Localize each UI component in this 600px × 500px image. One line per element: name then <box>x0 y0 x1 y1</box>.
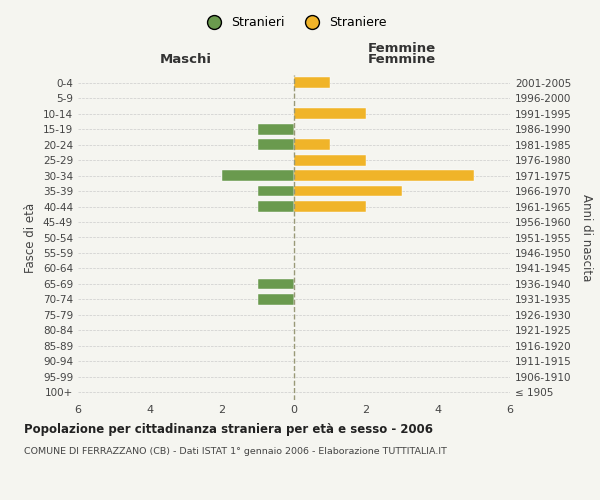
Bar <box>222 170 294 181</box>
Bar <box>294 78 330 88</box>
Bar <box>294 139 330 150</box>
Bar <box>294 186 402 196</box>
Bar <box>258 201 294 212</box>
Bar <box>258 186 294 196</box>
Legend: Stranieri, Straniere: Stranieri, Straniere <box>196 11 392 34</box>
Bar <box>294 201 366 212</box>
Bar <box>258 139 294 150</box>
Text: Femmine: Femmine <box>368 42 436 56</box>
Y-axis label: Anni di nascita: Anni di nascita <box>580 194 593 281</box>
Bar <box>258 124 294 134</box>
Bar <box>258 294 294 305</box>
Text: Maschi: Maschi <box>160 53 212 66</box>
Text: Popolazione per cittadinanza straniera per età e sesso - 2006: Popolazione per cittadinanza straniera p… <box>24 422 433 436</box>
Bar <box>258 278 294 289</box>
Bar <box>294 108 366 119</box>
Y-axis label: Fasce di età: Fasce di età <box>25 202 37 272</box>
Bar <box>294 154 366 166</box>
Text: Femmine: Femmine <box>368 53 436 66</box>
Bar <box>294 170 474 181</box>
Text: COMUNE DI FERRAZZANO (CB) - Dati ISTAT 1° gennaio 2006 - Elaborazione TUTTITALIA: COMUNE DI FERRAZZANO (CB) - Dati ISTAT 1… <box>24 448 447 456</box>
